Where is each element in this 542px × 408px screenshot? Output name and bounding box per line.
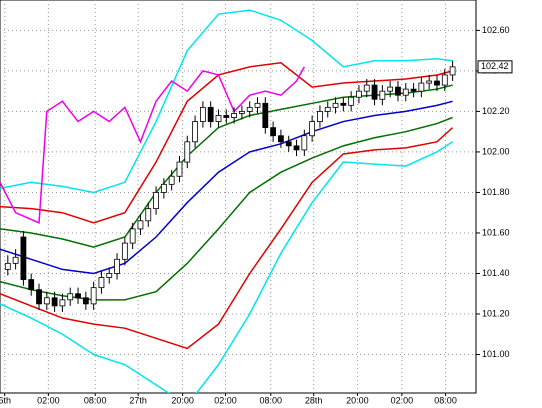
candle-body — [426, 80, 433, 84]
band-line — [0, 9, 453, 194]
grid — [0, 0, 476, 393]
candle-body — [449, 66, 456, 76]
band-line — [0, 66, 305, 224]
candle-body — [51, 297, 58, 307]
candle-body — [371, 84, 378, 100]
x-tick-label: 28th — [305, 395, 323, 405]
candle-body — [223, 115, 230, 118]
candle-body — [293, 145, 300, 151]
candle-body — [395, 86, 401, 96]
candle-body — [20, 236, 27, 280]
x-tick-label: 08:00 — [434, 395, 457, 405]
band-line — [0, 100, 453, 275]
candle-body — [402, 88, 409, 96]
candle-body — [114, 258, 120, 274]
candle-body — [215, 115, 222, 122]
candle-body — [363, 84, 370, 92]
candle-body — [192, 121, 198, 143]
y-tick-label: 101.20 — [482, 308, 510, 318]
candles — [4, 60, 456, 312]
candle-body — [82, 297, 89, 305]
candle-body — [4, 262, 11, 270]
candle-body — [43, 297, 50, 305]
x-tick-label: 08:00 — [260, 395, 283, 405]
candle-body — [434, 80, 440, 86]
band-line — [0, 62, 453, 224]
candle-body — [207, 106, 214, 122]
last-price-box — [477, 60, 513, 74]
x-tick-label: 02:00 — [214, 395, 237, 405]
candle-body — [145, 208, 152, 222]
candle-body — [90, 287, 97, 305]
candle-body — [137, 220, 144, 230]
y-tick-label: 101.80 — [482, 187, 510, 197]
candle-body — [348, 96, 355, 106]
candle-body — [254, 102, 261, 108]
candle-body — [332, 102, 339, 108]
x-tick-label: 02:00 — [37, 395, 60, 405]
candle-body — [387, 86, 394, 92]
candle-body — [168, 175, 175, 185]
candle-body — [324, 106, 331, 112]
candle-body — [340, 102, 347, 106]
y-tick-label: 102.00 — [482, 146, 510, 156]
y-tick-label: 102.60 — [482, 25, 510, 35]
candle-body — [106, 273, 113, 278]
candle-body — [153, 192, 159, 210]
lines — [0, 9, 454, 393]
x-tick-label: 20:00 — [171, 395, 194, 405]
candle-body — [199, 106, 206, 122]
candle-body — [309, 121, 316, 137]
candle-body — [176, 161, 183, 177]
band-line — [0, 141, 453, 393]
candle-body — [184, 141, 191, 163]
y-tick-label: 101.40 — [482, 268, 510, 278]
candle-body — [285, 141, 292, 147]
x-tick-label: 20:00 — [346, 395, 369, 405]
band-line — [0, 127, 454, 350]
candle-body — [418, 82, 425, 92]
candle-body — [160, 183, 167, 193]
candle-body — [441, 74, 448, 86]
x-tick-label: 27th — [129, 395, 147, 405]
candle-body — [67, 293, 74, 301]
candle-body — [59, 299, 66, 307]
x-tick-label: 6th — [0, 395, 11, 405]
y-tick-label: 102.20 — [482, 106, 510, 116]
candle-body — [28, 279, 35, 291]
candle-body — [379, 90, 386, 100]
candle-body — [98, 277, 105, 289]
axes: 101.00 101.20 101.40 101.60 101.80 102.00 102.… — [0, 25, 513, 405]
y-tick-label: 101.60 — [482, 227, 510, 237]
candle-body — [301, 135, 308, 151]
x-tick-label: 02:00 — [391, 395, 414, 405]
candle-body — [262, 102, 269, 129]
candle-body — [239, 111, 245, 114]
candle-body — [410, 88, 417, 92]
candle-body — [270, 127, 277, 137]
x-tick-label: 08:00 — [84, 395, 107, 405]
candle-body — [246, 106, 253, 112]
candle-body — [317, 111, 323, 122]
candle-body — [231, 113, 237, 118]
y-tick-label: 101.00 — [482, 349, 510, 359]
candle-body — [36, 289, 42, 305]
plot-area — [0, 0, 477, 394]
candle-body — [129, 228, 136, 244]
candle-body — [121, 242, 128, 260]
candle-body — [12, 256, 19, 264]
candle-body — [356, 90, 362, 98]
candle-body — [278, 135, 284, 143]
candle-body — [75, 293, 81, 299]
last-price-label: 102.42 — [481, 61, 509, 71]
